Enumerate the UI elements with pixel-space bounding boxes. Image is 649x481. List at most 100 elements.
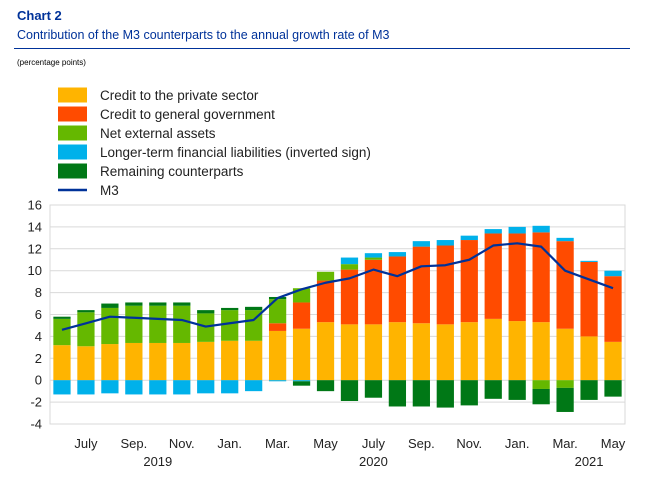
bar-segment bbox=[436, 245, 454, 325]
bar-segment bbox=[53, 318, 71, 346]
bar-segment bbox=[245, 306, 263, 311]
y-tick-label: 6 bbox=[35, 307, 42, 322]
bar-segment bbox=[484, 233, 502, 319]
bar-segment bbox=[101, 303, 119, 308]
bar-segment bbox=[460, 322, 478, 381]
bar-segment bbox=[604, 276, 622, 342]
bar-segment bbox=[364, 324, 383, 381]
x-tick-label: Jan. bbox=[217, 436, 242, 451]
bar-segment bbox=[364, 257, 383, 260]
bar-segment bbox=[436, 380, 454, 408]
bar-segment bbox=[340, 269, 359, 325]
bar-segment bbox=[604, 380, 622, 397]
bar-segment bbox=[388, 252, 407, 257]
bar-segment bbox=[268, 299, 287, 324]
bar-segment bbox=[53, 345, 71, 381]
bar-segment bbox=[532, 388, 550, 405]
bar-segment bbox=[149, 342, 167, 381]
x-tick-label: July bbox=[362, 436, 386, 451]
legend-swatch bbox=[58, 144, 87, 160]
bar-segment bbox=[53, 316, 71, 319]
bar-segment bbox=[101, 344, 119, 381]
bar-segment bbox=[364, 380, 383, 398]
y-tick-label: -4 bbox=[30, 417, 42, 432]
bar-segment bbox=[580, 380, 598, 400]
bar-segment bbox=[532, 232, 550, 323]
bar-segment bbox=[340, 257, 359, 265]
bar-segment bbox=[436, 324, 454, 381]
bar-segment bbox=[508, 380, 526, 400]
bar-segment bbox=[268, 323, 287, 331]
bar-segment bbox=[221, 340, 239, 381]
legend-swatch bbox=[58, 106, 87, 122]
bar-segment bbox=[364, 259, 383, 325]
bar-segment bbox=[173, 342, 191, 381]
y-tick-label: 12 bbox=[28, 241, 42, 256]
title-divider bbox=[14, 48, 630, 49]
bar-segment bbox=[412, 246, 430, 324]
bar-segment bbox=[245, 340, 263, 381]
bar-segment bbox=[556, 241, 574, 329]
x-tick-label: Jan. bbox=[505, 436, 530, 451]
bar-segment bbox=[412, 241, 430, 247]
x-year-label: 2020 bbox=[359, 454, 388, 469]
bar-segment bbox=[340, 324, 359, 381]
bar-segment bbox=[316, 380, 335, 392]
x-tick-label: Sep. bbox=[408, 436, 435, 451]
bar-segment bbox=[508, 321, 526, 381]
bar-segment bbox=[197, 380, 215, 394]
bar-segment bbox=[508, 233, 526, 322]
legend-label: Credit to the private sector bbox=[100, 88, 259, 103]
x-tick-label: May bbox=[313, 436, 338, 451]
x-year-label: 2021 bbox=[575, 454, 604, 469]
bar-segment bbox=[173, 305, 191, 343]
legend-label: M3 bbox=[100, 183, 119, 198]
bar-segment bbox=[292, 328, 311, 381]
bar-segment bbox=[268, 380, 287, 382]
bar-segment bbox=[77, 346, 95, 381]
x-tick-label: Nov. bbox=[169, 436, 195, 451]
bar-segment bbox=[580, 261, 598, 337]
x-tick-label: Mar. bbox=[265, 436, 290, 451]
legend-label: Remaining counterparts bbox=[100, 164, 244, 179]
bar-segment bbox=[316, 280, 335, 323]
bar-segment bbox=[292, 381, 311, 386]
bar-segment bbox=[149, 380, 167, 395]
bar-segment bbox=[412, 323, 430, 381]
bar-segment bbox=[556, 387, 574, 412]
bar-segment bbox=[221, 310, 239, 341]
bar-segment bbox=[604, 270, 622, 277]
y-tick-label: 2 bbox=[35, 351, 42, 366]
legend-label: Longer-term financial liabilities (inver… bbox=[100, 145, 371, 160]
bar-segment bbox=[197, 341, 215, 381]
bar-segment bbox=[173, 380, 191, 395]
bar-segment bbox=[221, 380, 239, 394]
bar-segment bbox=[316, 322, 335, 381]
bar-segment bbox=[460, 235, 478, 241]
y-tick-label: 4 bbox=[35, 329, 42, 344]
bar-segment bbox=[125, 342, 143, 381]
y-axis: -4 -2 0 2 4 6 8 10 12 14 16 bbox=[28, 198, 42, 432]
bar-segment bbox=[556, 380, 574, 388]
bar-segment bbox=[125, 302, 143, 306]
bar-segment bbox=[197, 310, 215, 314]
bar-segment bbox=[340, 264, 359, 270]
units-label: (percentage points) bbox=[17, 58, 86, 67]
x-year-label: 2019 bbox=[143, 454, 172, 469]
bar-segment bbox=[460, 380, 478, 406]
x-axis: July Sep. Nov. Jan. Mar. May July Sep. Nov. Jan. M… bbox=[74, 436, 625, 469]
bar-segment bbox=[388, 256, 407, 323]
bar-segment bbox=[556, 328, 574, 381]
bar-segment bbox=[268, 330, 287, 381]
y-tick-label: -2 bbox=[30, 395, 42, 410]
bar-segment bbox=[484, 380, 502, 399]
bar-segment bbox=[173, 302, 191, 306]
bar-segment bbox=[412, 380, 430, 407]
bar-segment bbox=[245, 310, 263, 341]
bar-segment bbox=[580, 260, 598, 262]
bar-segment bbox=[556, 237, 574, 242]
x-tick-label: Sep. bbox=[120, 436, 147, 451]
bar-segment bbox=[125, 305, 143, 343]
x-tick-label: Nov. bbox=[456, 436, 482, 451]
